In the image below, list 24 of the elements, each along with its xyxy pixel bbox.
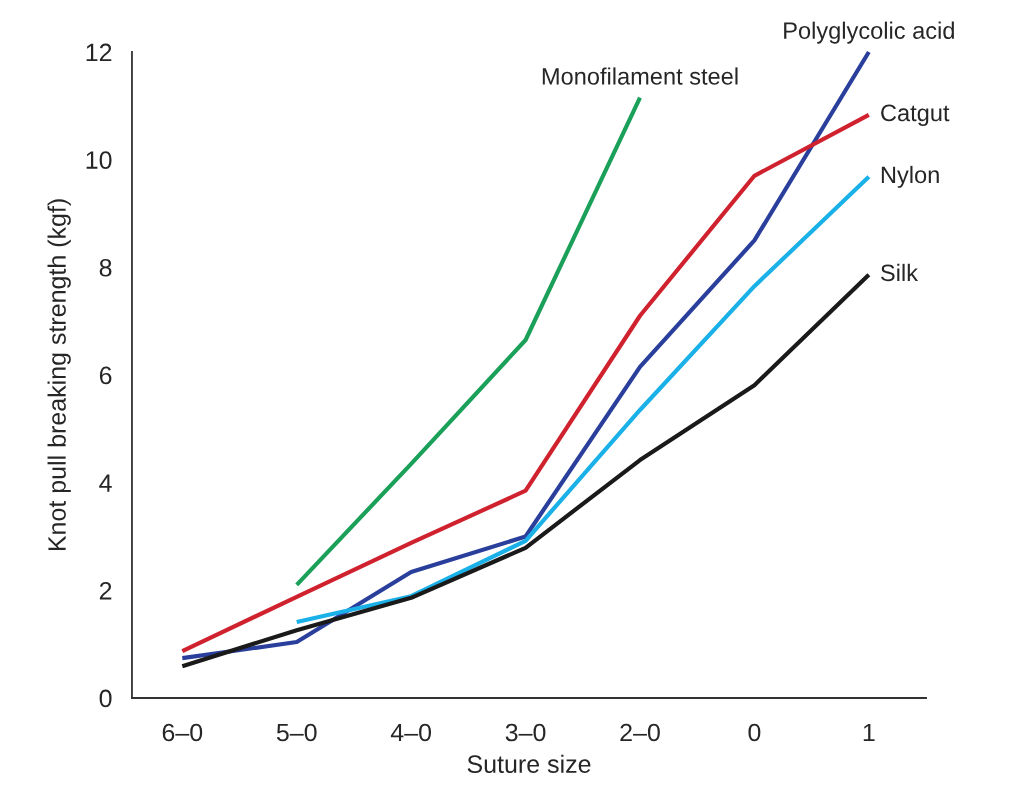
x-tick-label: 0	[748, 723, 761, 742]
x-tick-label: 5–0	[276, 723, 317, 742]
series-label: Catgut	[881, 104, 950, 126]
x-axis-title: Suture size	[467, 754, 591, 773]
x-tick-label: 2–0	[620, 723, 660, 742]
series-label: Polyglycolic acid	[784, 21, 954, 44]
y-tick-label: 8	[99, 258, 112, 277]
y-axis-title: Knot pull breaking strength (kgf)	[47, 199, 71, 551]
x-tick-label: 1	[863, 723, 875, 742]
y-tick-label: 12	[86, 43, 112, 62]
x-tick-label: 6–0	[162, 723, 203, 742]
line-series	[294, 174, 871, 625]
y-tick-label: 2	[99, 581, 112, 600]
y-tick-label: 4	[99, 474, 112, 492]
line-series	[294, 95, 643, 588]
y-tick-label: 10	[86, 151, 112, 169]
series-label: Nylon	[881, 165, 939, 188]
y-tick-label: 6	[99, 366, 112, 385]
x-tick-label: 3–0	[505, 723, 546, 742]
x-tick-label: 4–0	[390, 723, 432, 742]
series-label: Silk	[881, 263, 919, 282]
y-tick-label: 0	[99, 689, 112, 708]
series-label: Monofilament steel	[542, 67, 738, 85]
line-series	[180, 272, 871, 669]
